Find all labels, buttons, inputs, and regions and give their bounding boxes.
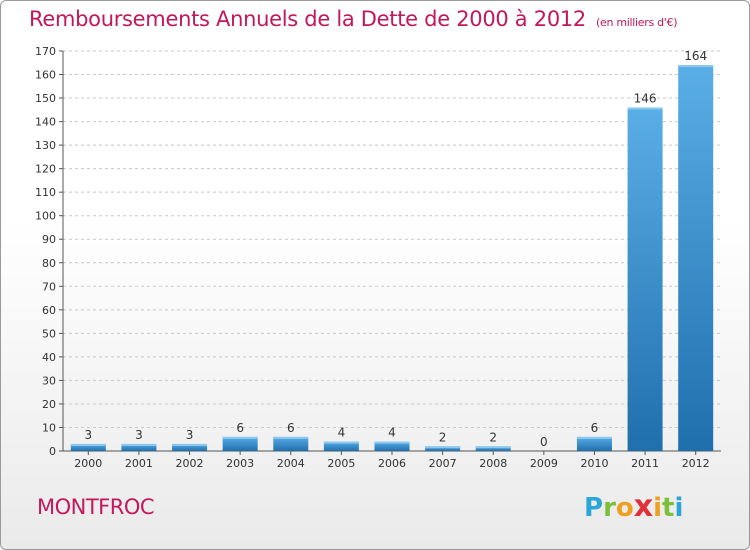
x-tick-label-2007: 2007 <box>429 457 457 470</box>
bar-2011 <box>627 107 663 452</box>
bar-2008 <box>475 446 511 451</box>
data-labels: 3 3 3 6 6 4 4 2 2 0 6 146 164 <box>84 49 707 449</box>
commune-name: MONTFROC <box>37 495 155 519</box>
bar-highlight-2004 <box>273 436 309 439</box>
logo-letter: P <box>584 493 604 523</box>
data-label-2007: 2 <box>439 430 447 444</box>
x-tick-label-2006: 2006 <box>378 457 406 470</box>
y-tick-label: 70 <box>42 280 56 293</box>
logo-letter: i <box>674 493 684 523</box>
y-tick-label: 120 <box>35 163 56 176</box>
y-tick-label: 0 <box>49 445 56 458</box>
data-label-2005: 4 <box>338 426 346 440</box>
bar-highlight-2000 <box>70 443 106 446</box>
bar-2010 <box>576 436 612 451</box>
data-label-2012: 164 <box>684 49 707 63</box>
y-tick-label: 60 <box>42 304 56 317</box>
logo-letter: x <box>633 489 654 524</box>
bars <box>70 65 714 452</box>
bar-highlight-2003 <box>222 436 258 439</box>
bar-highlight-2001 <box>121 443 157 446</box>
y-tick-label: 80 <box>42 257 56 270</box>
y-tick-label: 130 <box>35 139 56 152</box>
y-tick-label: 30 <box>42 374 56 387</box>
data-label-2004: 6 <box>287 421 295 435</box>
y-tick-label: 20 <box>42 398 56 411</box>
data-label-2011: 146 <box>634 91 657 105</box>
y-tick-label: 90 <box>42 233 56 246</box>
logo-letter: i <box>653 493 663 523</box>
y-tick-label: 170 <box>35 45 56 58</box>
y-tick-labels: 0 10 20 30 40 50 60 70 80 90 100 110 120 130 140 150 160… <box>35 45 56 458</box>
y-tick-label: 140 <box>35 116 56 129</box>
y-tick-label: 10 <box>42 421 56 434</box>
grid-lines <box>63 50 721 428</box>
logo-letter: o <box>615 493 634 523</box>
x-tick-labels: 2000 2001 2002 2003 2004 2005 2006 2007 2008 2009… <box>74 457 709 470</box>
bar-highlight-2008 <box>475 446 511 449</box>
bar-highlight-2010 <box>576 436 612 439</box>
data-label-2008: 2 <box>489 430 497 444</box>
bar-2006 <box>374 441 410 451</box>
bar-2007 <box>425 446 461 451</box>
bar-2002 <box>172 443 208 451</box>
y-tick-label: 150 <box>35 92 56 105</box>
bar-highlight-2006 <box>374 441 410 444</box>
y-tick-label: 50 <box>42 327 56 340</box>
x-tick-label-2012: 2012 <box>682 457 710 470</box>
data-label-2003: 6 <box>236 421 244 435</box>
x-tick-label-2010: 2010 <box>580 457 608 470</box>
proxiti-logo: Proxiti <box>584 489 683 524</box>
data-label-2010: 6 <box>591 421 599 435</box>
data-label-2009: 0 <box>540 435 548 449</box>
x-tick-label-2009: 2009 <box>530 457 558 470</box>
x-tick-label-2003: 2003 <box>226 457 254 470</box>
y-tick-label: 110 <box>35 186 56 199</box>
x-tick-label-2011: 2011 <box>631 457 659 470</box>
bar-highlight-2011 <box>627 107 663 110</box>
x-tick-label-2000: 2000 <box>74 457 102 470</box>
y-tick-label: 40 <box>42 351 56 364</box>
bar-highlight-2007 <box>425 446 461 449</box>
bar-2000 <box>70 443 106 451</box>
bar-2005 <box>323 441 359 451</box>
data-label-2002: 3 <box>186 428 194 442</box>
x-tick-label-2005: 2005 <box>327 457 355 470</box>
data-label-2001: 3 <box>135 428 143 442</box>
bar-2001 <box>121 443 157 451</box>
chart-title: Remboursements Annuels de la Dette de 20… <box>29 7 677 31</box>
x-tick-label-2002: 2002 <box>176 457 204 470</box>
y-tick-label: 160 <box>35 69 56 82</box>
x-tick-label-2001: 2001 <box>125 457 153 470</box>
chart-title-unit: (en milliers d'€) <box>596 16 678 29</box>
logo-letter: t <box>662 493 675 523</box>
chart-title-text: Remboursements Annuels de la Dette de 20… <box>29 7 586 31</box>
data-label-2000: 3 <box>84 428 92 442</box>
bar-highlight-2002 <box>172 443 208 446</box>
axes <box>59 50 721 455</box>
y-tick-label: 100 <box>35 210 56 223</box>
bar-2012 <box>678 65 714 451</box>
data-label-2006: 4 <box>388 426 396 440</box>
bar-2004 <box>273 436 309 451</box>
logo-letter: r <box>603 493 616 523</box>
x-tick-label-2004: 2004 <box>277 457 305 470</box>
bar-highlight-2012 <box>678 65 714 68</box>
x-tick-label-2008: 2008 <box>479 457 507 470</box>
bar-2003 <box>222 436 258 451</box>
bar-highlight-2005 <box>323 441 359 444</box>
